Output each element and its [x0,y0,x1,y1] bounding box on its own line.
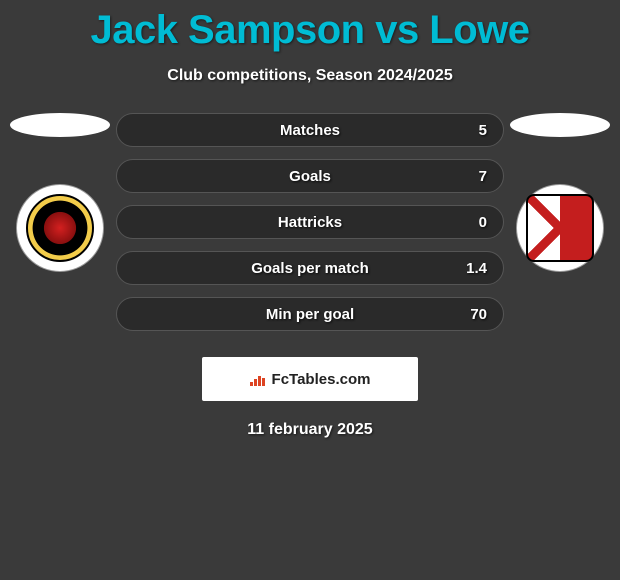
snapshot-date: 11 february 2025 [0,421,620,439]
stat-label: Goals [289,168,331,185]
stat-row-matches: Matches 5 [116,113,504,147]
stat-label: Min per goal [266,306,354,323]
stat-value: 70 [470,306,487,323]
right-player-column [510,113,610,271]
bar-chart-icon [250,372,268,386]
stat-label: Matches [280,122,340,139]
stat-value: 5 [479,122,487,139]
stat-row-hattricks: Hattricks 0 [116,205,504,239]
fctables-logo: FcTables.com [250,371,371,388]
season-subtitle: Club competitions, Season 2024/2025 [0,67,620,85]
stat-label: Hattricks [278,214,342,231]
stat-label: Goals per match [251,260,369,277]
right-club-badge [517,185,603,271]
comparison-panel: Matches 5 Goals 7 Hattricks 0 Goals per … [0,113,620,343]
left-player-column [10,113,110,271]
shield-badge-icon [526,194,594,262]
comparison-title: Jack Sampson vs Lowe [0,0,620,53]
left-club-badge [17,185,103,271]
stat-row-goals-per-match: Goals per match 1.4 [116,251,504,285]
stat-row-min-per-goal: Min per goal 70 [116,297,504,331]
stats-list: Matches 5 Goals 7 Hattricks 0 Goals per … [110,113,510,343]
player-oval-left [10,113,110,137]
brand-box[interactable]: FcTables.com [202,357,418,401]
player-oval-right [510,113,610,137]
stat-row-goals: Goals 7 [116,159,504,193]
stat-value: 0 [479,214,487,231]
chorley-badge-icon [26,194,94,262]
stat-value: 7 [479,168,487,185]
brand-text: FcTables.com [272,371,371,388]
stat-value: 1.4 [466,260,487,277]
